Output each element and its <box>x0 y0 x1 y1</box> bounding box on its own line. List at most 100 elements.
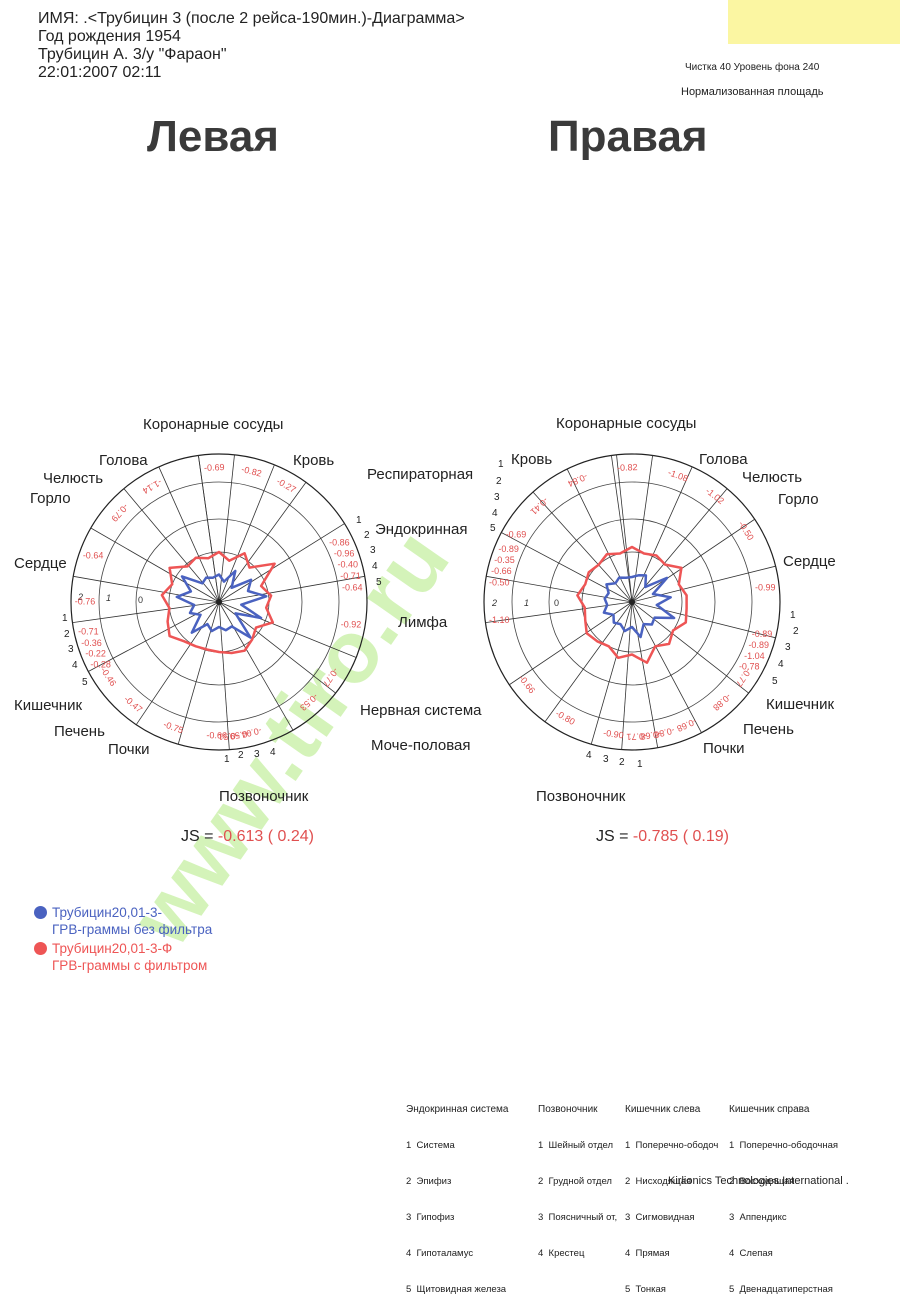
radial-spoke <box>218 523 345 603</box>
ring-1 <box>135 518 303 686</box>
footer-gut-right-item: 1 Поперечно-ободочная <box>729 1140 839 1151</box>
sub-number: 3 <box>68 644 74 655</box>
value-label: -0.71 <box>78 627 99 637</box>
sub-number: 4 <box>372 561 378 572</box>
footer-gut-left-item: 2 Нисходящая <box>625 1176 692 1187</box>
value-label: -0.47 <box>122 694 144 715</box>
value-label: -0.59 <box>229 728 251 741</box>
value-label: -0.22 <box>85 649 106 659</box>
radial-spoke <box>544 601 633 722</box>
value-label: -0.99 <box>755 582 776 592</box>
outer-ring <box>483 453 781 751</box>
series-blue-polygon <box>602 574 676 639</box>
sticky-note <box>728 0 900 44</box>
left-label-spine: Позвоночник <box>219 788 309 805</box>
header-birth: Год рождения 1954 <box>38 28 181 45</box>
value-label: -0.68 <box>640 729 662 742</box>
value-label: -0.50 <box>489 578 510 588</box>
footer-endocrine: Эндокринная система 1 Система 2 Эпифиз 3… <box>406 1080 508 1308</box>
sub-number: 2 <box>238 750 244 761</box>
left-label-kidneys: Почки <box>108 741 150 758</box>
ring-label: 1 <box>524 598 529 608</box>
value-label: -0.82 <box>240 464 262 479</box>
left-label-head: Голова <box>99 452 148 469</box>
value-label: -0.27 <box>275 476 298 495</box>
right-label-spine: Позвоночник <box>536 788 626 805</box>
left-label-nervous: Нервная система <box>360 702 482 719</box>
js-right: JS = -0.785 ( 0.19) <box>596 828 729 846</box>
sub-number: 2 <box>364 530 370 541</box>
radial-spoke <box>198 455 220 603</box>
js-right-value: -0.785 ( 0.19) <box>632 828 729 845</box>
sub-number: 5 <box>490 523 496 534</box>
radial-spoke <box>631 565 776 603</box>
radial-spoke <box>177 601 220 745</box>
legend-item-red: Трубицин20,01-3-Ф ГРВ-граммы с фильтром <box>34 940 212 974</box>
chistka-info: Чистка 40 Уровень фона 240 <box>685 62 820 73</box>
value-label: -0.86 <box>329 538 350 548</box>
value-label: -0.71 <box>626 731 647 742</box>
right-label-blood: Кровь <box>511 451 553 468</box>
radial-spoke <box>566 468 633 603</box>
value-label: -0.77 <box>734 666 754 689</box>
footer-spine-title: Позвоночник <box>538 1104 598 1115</box>
value-label: -0.89 <box>498 544 519 554</box>
legend-dot-blue <box>34 906 47 919</box>
sub-number: 3 <box>254 749 260 760</box>
footer-endocrine-item: 4 Гипоталамус <box>406 1248 474 1259</box>
value-label: -0.40 <box>338 559 359 569</box>
radial-spoke <box>486 575 633 603</box>
sub-number: 1 <box>498 459 504 470</box>
sub-number: 4 <box>270 747 276 758</box>
sub-number: 2 <box>64 629 70 640</box>
footer-gut-left: Кишечник слева 1 Поперечно-ободоч 2 Нисх… <box>625 1080 718 1308</box>
footer-endocrine-item: 2 Эпифиз <box>406 1176 452 1187</box>
radial-spoke <box>631 601 702 733</box>
value-label: -0.88 <box>711 691 733 712</box>
company-name: Kirlionics Technologies International . <box>668 1175 849 1187</box>
radial-spoke <box>631 601 749 694</box>
sub-number: 1 <box>62 613 68 624</box>
value-label: -0.53 <box>298 691 320 712</box>
js-right-label: JS = <box>596 828 629 845</box>
norm-area: Нормализованная площадь <box>681 86 824 98</box>
radial-spoke <box>631 466 693 603</box>
sub-number: 5 <box>376 577 382 588</box>
radial-spoke <box>218 575 365 603</box>
value-label: -0.90 <box>603 728 625 741</box>
left-label-intestine: Кишечник <box>14 697 83 714</box>
ring-label: 1 <box>106 593 111 603</box>
left-label-urogenital: Моче-половая <box>371 737 471 754</box>
radial-spoke <box>631 601 659 748</box>
left-label-throat: Горло <box>30 490 71 507</box>
legend-blue-line2: ГРВ-граммы без фильтра <box>52 922 213 937</box>
right-label-kidneys: Почки <box>703 740 745 757</box>
radial-spoke <box>218 601 230 750</box>
radar-chart-left: 2 1 0-0.69 -0.82-0.27-0.86-0.96-0.40-0.71-0… <box>62 453 799 770</box>
ring-2 <box>98 481 340 723</box>
legend-dot-red <box>34 942 47 955</box>
center-hub <box>216 599 222 605</box>
js-left-label: JS = <box>181 828 214 845</box>
header-name: ИМЯ: .<Трубицин 3 (после 2 рейса-190мин.… <box>38 10 465 27</box>
value-label: -0.89 <box>752 629 773 639</box>
series-red-polygon <box>576 545 688 664</box>
value-label: -0.04 <box>240 725 262 740</box>
footer-endocrine-item: 3 Гипофиз <box>406 1212 455 1223</box>
left-label-blood: Кровь <box>293 452 335 469</box>
sub-number: 3 <box>370 545 376 556</box>
sub-number: 5 <box>82 677 88 688</box>
radial-spoke <box>621 601 633 750</box>
ring-label: 0 <box>138 595 143 605</box>
value-label: -0.79 <box>109 502 130 524</box>
sub-number: 4 <box>586 750 592 761</box>
side-left-title: Левая <box>147 112 279 161</box>
footer-spine-item: 4 Крестец <box>538 1248 585 1259</box>
legend-blue-line1: Трубицин20,01-3- <box>52 905 163 920</box>
side-right-title: Правая <box>548 112 708 161</box>
value-label: -0.82 <box>617 462 638 473</box>
legend-red-line2: ГРВ-граммы с фильтром <box>52 958 208 973</box>
footer-endocrine-title: Эндокринная система <box>406 1104 509 1115</box>
sub-number: 4 <box>492 508 498 519</box>
footer-gut-right-title: Кишечник справа <box>729 1104 810 1115</box>
